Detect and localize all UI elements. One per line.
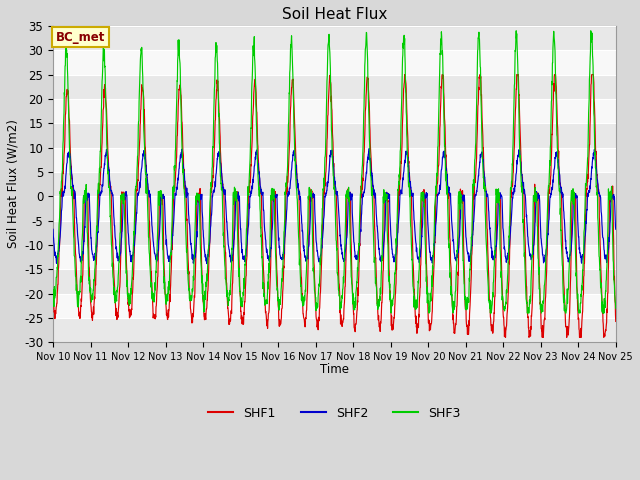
Text: BC_met: BC_met	[56, 31, 105, 44]
SHF1	[502, 335, 509, 340]
SHF1	[579, 315, 586, 321]
SHF2	[49, 227, 57, 232]
SHF1	[206, 235, 214, 241]
SHF2	[579, 257, 586, 263]
SHF2	[206, 230, 214, 236]
Bar	[53, 269, 616, 294]
Line: SHF1: SHF1	[53, 74, 616, 337]
Title: Soil Heat Flux: Soil Heat Flux	[282, 7, 387, 22]
SHF3	[351, 307, 358, 313]
Bar	[53, 26, 616, 50]
SHF2	[365, 145, 373, 151]
SHF2	[351, 249, 358, 254]
SHF3	[387, 310, 395, 316]
SHF3	[49, 292, 57, 298]
SHF1	[612, 319, 620, 324]
Bar	[53, 147, 616, 172]
SHF2	[612, 227, 620, 232]
SHF3	[612, 306, 620, 312]
SHF2	[364, 159, 371, 165]
SHF3	[206, 199, 214, 205]
Line: SHF3: SHF3	[53, 31, 616, 313]
Line: SHF2: SHF2	[53, 148, 616, 264]
SHF2	[499, 208, 506, 214]
SHF2	[563, 251, 570, 256]
Bar	[53, 220, 616, 245]
SHF3	[499, 297, 506, 303]
Bar	[53, 196, 616, 220]
Bar	[53, 294, 616, 318]
Bar	[53, 245, 616, 269]
Bar	[53, 123, 616, 147]
SHF3	[363, 37, 371, 43]
Bar	[53, 99, 616, 123]
SHF1	[351, 327, 358, 333]
Bar	[53, 172, 616, 196]
Y-axis label: Soil Heat Flux (W/m2): Soil Heat Flux (W/m2)	[7, 120, 20, 249]
Bar	[53, 318, 616, 342]
SHF3	[513, 28, 520, 34]
Bar	[53, 50, 616, 74]
SHF1	[499, 284, 506, 290]
SHF3	[563, 307, 570, 313]
SHF2	[203, 261, 211, 266]
Legend: SHF1, SHF2, SHF3: SHF1, SHF2, SHF3	[204, 402, 465, 424]
X-axis label: Time: Time	[320, 363, 349, 376]
Bar	[53, 74, 616, 99]
SHF1	[401, 72, 408, 77]
SHF3	[579, 281, 586, 287]
SHF1	[563, 324, 570, 330]
SHF1	[363, 77, 371, 83]
SHF1	[49, 289, 57, 295]
